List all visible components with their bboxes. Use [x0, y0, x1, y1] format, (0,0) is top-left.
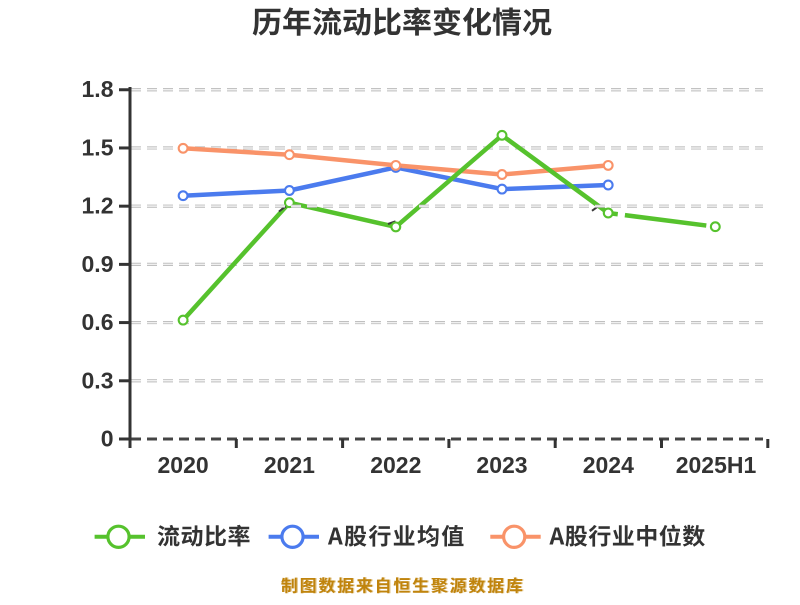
svg-text:0.6: 0.6 — [82, 309, 114, 335]
svg-text:1.8: 1.8 — [82, 76, 114, 102]
svg-text:0.3: 0.3 — [82, 367, 114, 393]
svg-text:0.9: 0.9 — [82, 251, 114, 277]
svg-text:2022: 2022 — [370, 452, 421, 478]
svg-text:1.5: 1.5 — [82, 135, 114, 161]
svg-text:2020: 2020 — [158, 452, 209, 478]
svg-text:0: 0 — [101, 426, 114, 452]
svg-text:2024: 2024 — [583, 452, 634, 478]
svg-text:2021: 2021 — [264, 452, 315, 478]
svg-text:2025H1: 2025H1 — [676, 452, 757, 478]
svg-text:2023: 2023 — [476, 452, 527, 478]
svg-text:1.2: 1.2 — [82, 193, 114, 219]
